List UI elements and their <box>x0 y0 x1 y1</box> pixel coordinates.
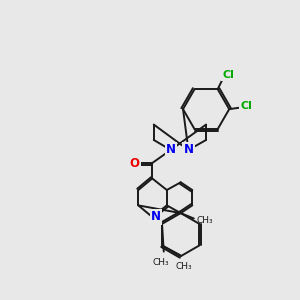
Text: Cl: Cl <box>223 70 234 80</box>
Text: N: N <box>183 143 194 157</box>
Text: CH₃: CH₃ <box>152 258 169 267</box>
Text: CH₃: CH₃ <box>176 262 192 271</box>
Text: N: N <box>166 143 176 157</box>
Text: CH₃: CH₃ <box>197 215 214 224</box>
Text: O: O <box>130 157 140 169</box>
Text: Cl: Cl <box>240 101 252 111</box>
Text: N: N <box>151 211 161 224</box>
